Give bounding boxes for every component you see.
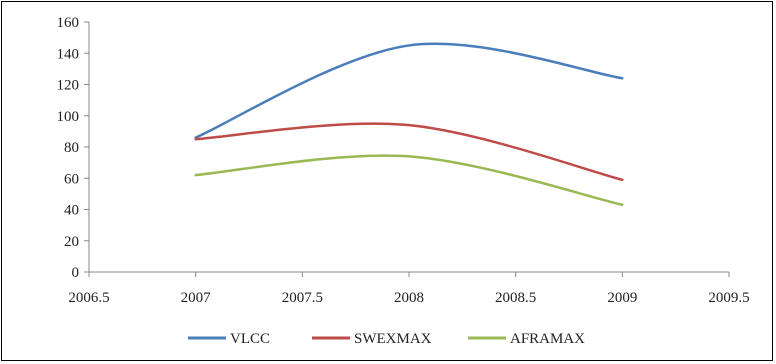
x-tick-label: 2008 [394,290,424,306]
legend-label-aframax: AFRAMAX [510,331,585,347]
x-tick-label: 2009 [607,290,637,306]
legend: VLCC SWEXMAX AFRAMAX [188,331,585,347]
y-tick-label: 120 [57,78,80,94]
y-tick-label: 60 [64,171,79,187]
y-tick-label: 100 [57,109,80,125]
y-tick-label: 80 [64,140,79,156]
legend-label-vlcc: VLCC [230,331,270,347]
x-tick-label: 2007.5 [282,290,323,306]
y-tick-label: 20 [64,234,79,250]
series-line-vlcc [194,42,624,139]
axes: 0 20 40 60 80 100 120 140 160 2006.5 2007 2007.5 200… [57,15,750,306]
series-line-swexmax [194,122,624,182]
x-tick-label: 2007 [181,290,212,306]
x-tick-label: 2008.5 [495,290,536,306]
y-tick-label: 40 [64,203,79,219]
y-tick-label: 160 [57,15,80,31]
x-tick-label: 2006.5 [68,290,109,306]
y-tick-label: 140 [57,46,80,62]
series-line-aframax [194,154,624,207]
x-tick-label: 2009.5 [708,290,749,306]
legend-label-swexmax: SWEXMAX [354,331,432,347]
series-lines [194,42,624,207]
y-tick-label: 0 [72,265,80,281]
